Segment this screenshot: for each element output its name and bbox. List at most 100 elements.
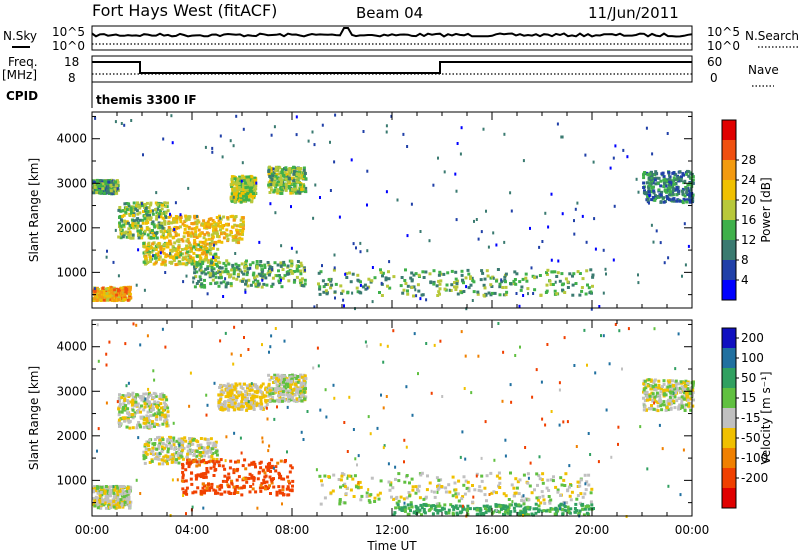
power-noise-cell xyxy=(180,213,182,216)
velocity-echo-cell xyxy=(238,475,241,478)
power-echo-cell xyxy=(199,241,202,244)
power-echo-cell xyxy=(462,290,465,293)
power-noise-cell xyxy=(481,230,483,233)
velocity-echo-cell xyxy=(153,400,156,403)
velocity-echo-cell xyxy=(131,399,134,402)
power-echo-cell xyxy=(271,174,274,177)
velocity-echo-cell xyxy=(200,492,203,495)
power-echo-cell xyxy=(123,202,126,205)
velocity-echo-cell xyxy=(457,480,460,483)
velocity-echo-cell xyxy=(397,479,400,482)
velocity-echo-cell xyxy=(458,500,461,503)
power-noise-cell xyxy=(456,218,458,221)
power-echo-cell xyxy=(237,177,240,180)
power-echo-cell xyxy=(267,170,270,173)
power-echo-cell xyxy=(304,282,307,285)
velocity-echo-cell xyxy=(564,472,567,475)
power-echo-cell xyxy=(549,280,552,283)
power-noise-cell xyxy=(603,249,605,252)
power-echo-cell xyxy=(254,283,257,286)
power-echo-cell xyxy=(199,278,202,281)
power-noise-cell xyxy=(420,230,422,233)
power-noise-cell xyxy=(637,273,639,276)
velocity-echo-cell xyxy=(262,479,265,482)
power-echo-cell xyxy=(358,291,361,294)
power-echo-cell xyxy=(243,266,246,269)
velocity-echo-cell xyxy=(400,496,403,499)
velocity-echo-cell xyxy=(206,450,209,453)
power-echo-cell xyxy=(106,292,109,295)
velocity-echo-cell xyxy=(173,448,176,451)
velocity-echo-cell xyxy=(244,394,247,397)
nsky-panel: N.Sky 10^5 10^0 10^5 10^0 N.Search xyxy=(3,25,799,53)
power-echo-cell xyxy=(167,209,170,212)
velocity-echo-cell xyxy=(223,408,226,411)
power-echo-cell xyxy=(193,239,196,242)
power-echo-cell xyxy=(242,199,245,202)
power-echo-cell xyxy=(557,271,560,274)
power-echo-cell xyxy=(125,288,128,291)
power-colorbar-segment xyxy=(722,140,736,160)
power-echo-cell xyxy=(201,262,204,265)
velocity-echo-cell xyxy=(161,423,164,426)
velocity-echoes xyxy=(92,322,695,518)
velocity-echo-cell xyxy=(152,453,155,456)
power-echo-cell xyxy=(268,166,271,169)
power-echo-cell xyxy=(98,294,101,297)
velocity-echo-cell xyxy=(196,450,199,453)
power-echo-cell xyxy=(499,293,502,296)
velocity-echo-cell xyxy=(252,476,255,479)
velocity-echo-cell xyxy=(128,427,131,430)
power-echo-cell xyxy=(150,246,153,249)
power-echo-cell xyxy=(483,284,486,287)
velocity-echo-cell xyxy=(166,407,169,410)
power-noise-cell xyxy=(425,298,427,301)
velocity-echo-cell xyxy=(380,479,383,482)
velocity-echo-cell xyxy=(539,477,542,480)
power-echo-cell xyxy=(559,280,562,283)
power-noise-cell xyxy=(334,114,336,117)
power-echo-cell xyxy=(149,256,152,259)
velocity-echo-cell xyxy=(578,485,581,488)
velocity-echo-cell xyxy=(172,437,175,440)
velocity-echo-cell xyxy=(182,474,185,477)
velocity-echo-cell xyxy=(415,492,418,495)
velocity-echo-cell xyxy=(479,509,482,512)
velocity-echo-cell xyxy=(303,382,306,385)
power-echo-cell xyxy=(417,283,420,286)
power-echo-cell xyxy=(352,273,355,276)
power-echo-cell xyxy=(270,188,273,191)
power-noise-cell xyxy=(222,295,224,298)
velocity-echo-cell xyxy=(210,455,213,458)
power-echo-cell xyxy=(182,262,185,265)
velocity-echo-cell xyxy=(425,504,428,507)
velocity-echo-cell xyxy=(267,374,270,377)
power-echo-cell xyxy=(454,271,457,274)
power-noise-cell xyxy=(249,267,251,270)
velocity-echo-cell xyxy=(206,442,209,445)
power-echo-cell xyxy=(192,277,195,280)
velocity-echo-cell xyxy=(452,476,455,479)
velocity-echo-cell xyxy=(340,478,343,481)
power-echo-cell xyxy=(648,190,651,193)
velocity-echo-cell xyxy=(121,411,124,414)
power-echo-cell xyxy=(653,199,656,202)
power-noise-cell xyxy=(137,248,139,251)
velocity-echo-cell xyxy=(218,488,221,491)
nsearch-tick-top: 10^5 xyxy=(707,25,740,39)
velocity-echo-cell xyxy=(344,485,347,488)
power-noise-cell xyxy=(351,158,353,161)
velocity-echo-cell xyxy=(211,483,214,486)
velocity-echo-cell xyxy=(272,376,275,379)
velocity-echo-cell xyxy=(126,411,129,414)
power-noise-cell xyxy=(472,299,474,302)
velocity-echo-cell xyxy=(254,490,257,493)
power-echo-cell xyxy=(246,273,249,276)
power-echo-cell xyxy=(455,278,458,281)
power-echo-cell xyxy=(260,265,263,268)
power-echo-cell xyxy=(237,241,240,244)
power-noise-cell xyxy=(235,115,237,118)
power-echo-cell xyxy=(153,247,156,250)
velocity-echo-cell xyxy=(265,400,268,403)
power-echo-cell xyxy=(187,234,190,237)
